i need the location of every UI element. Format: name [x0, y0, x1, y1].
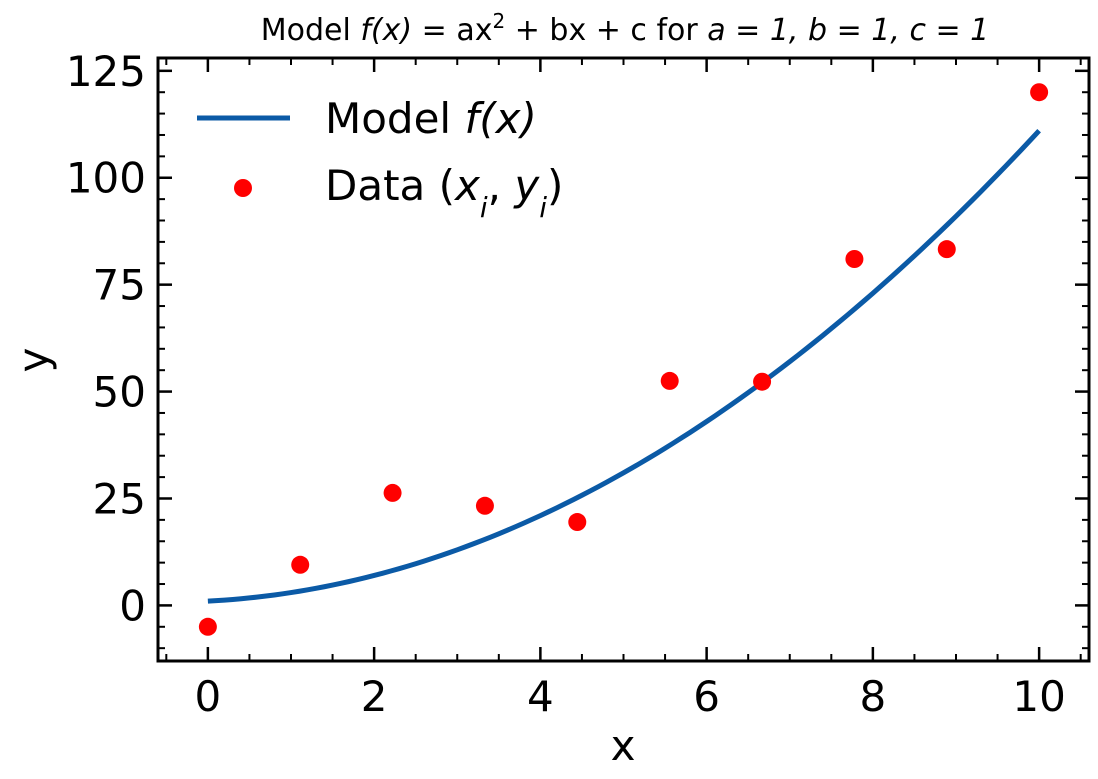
x-tick-label: 0 — [195, 672, 222, 721]
y-tick-label: 100 — [66, 154, 146, 203]
y-tick-label: 125 — [66, 47, 146, 96]
data-point — [1030, 83, 1049, 102]
x-tick-label: 6 — [693, 672, 720, 721]
x-tick-label: 10 — [1012, 672, 1065, 721]
data-point — [753, 372, 772, 391]
data-point — [475, 496, 494, 515]
data-point — [845, 250, 864, 268]
data-point — [291, 555, 310, 574]
y-tick-label: 25 — [93, 474, 146, 523]
x-axis-label: x — [611, 721, 636, 770]
y-tick-label: 0 — [119, 581, 146, 630]
data-point — [937, 240, 956, 259]
y-tick-label: 50 — [93, 368, 146, 417]
x-tick-label: 2 — [361, 672, 388, 721]
data-point — [383, 483, 402, 502]
y-tick-label: 75 — [93, 261, 146, 310]
model-curve — [207, 128, 1041, 604]
data-point — [198, 617, 217, 636]
legend-label-model: Model f(x) — [325, 94, 537, 143]
series — [198, 83, 1049, 636]
data-point — [660, 371, 679, 390]
plot-frame — [156, 56, 1091, 663]
legend-dot-mark — [234, 179, 252, 197]
legend-label-data: Data (xi, yi) — [325, 161, 563, 224]
data-point — [568, 513, 587, 532]
x-tick-label: 4 — [527, 672, 554, 721]
y-axis-label: y — [9, 348, 58, 373]
x-tick-label: 8 — [860, 672, 887, 721]
chart-title: Model f(x) = ax2 + bx + c for a = 1, b =… — [261, 9, 989, 48]
legend: Model f(x) Data (xi, yi) — [197, 94, 563, 224]
